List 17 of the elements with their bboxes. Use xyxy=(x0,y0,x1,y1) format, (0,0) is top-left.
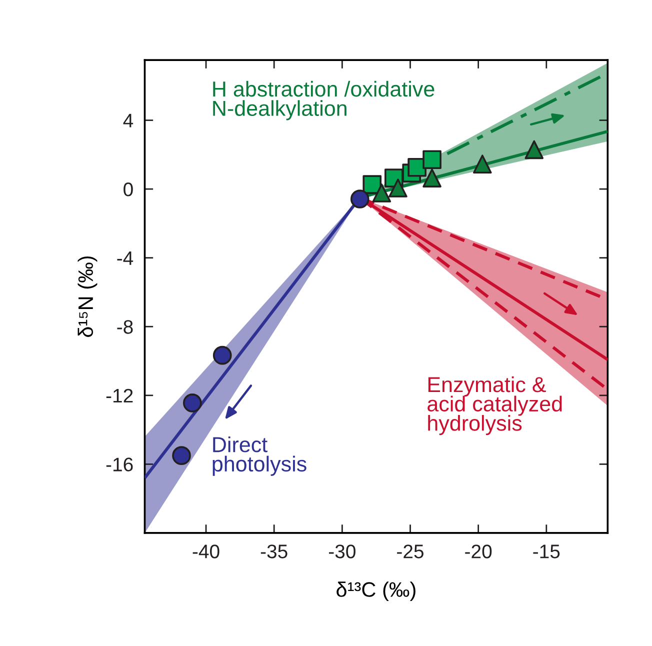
x-tick-label: -20 xyxy=(465,544,492,558)
y-tick-label: -8 xyxy=(117,320,133,334)
y-tick-label: 4 xyxy=(123,114,134,128)
x-tick-label: -40 xyxy=(192,544,220,558)
legend-label: Direct photolysis xyxy=(212,436,306,476)
series-label: Enzymatic & acid catalyzed hydrolysis xyxy=(428,376,562,436)
y-tick-label: -4 xyxy=(117,251,134,265)
x-tick-label: -15 xyxy=(533,544,560,558)
x-tick-label: -25 xyxy=(397,544,424,558)
text: H abstraction /oxidative N-dealkylation xyxy=(213,80,434,120)
x-tick-label: -30 xyxy=(328,544,356,558)
y-tick-label: -12 xyxy=(106,388,133,402)
y-axis-title: δ¹⁵N (‰) xyxy=(78,256,98,337)
x-axis-title: δ¹³C (‰) xyxy=(336,582,416,602)
y-tick-label: -16 xyxy=(106,458,133,472)
x-tick-label: -35 xyxy=(260,544,288,558)
y-tick-label: 0 xyxy=(124,182,133,196)
